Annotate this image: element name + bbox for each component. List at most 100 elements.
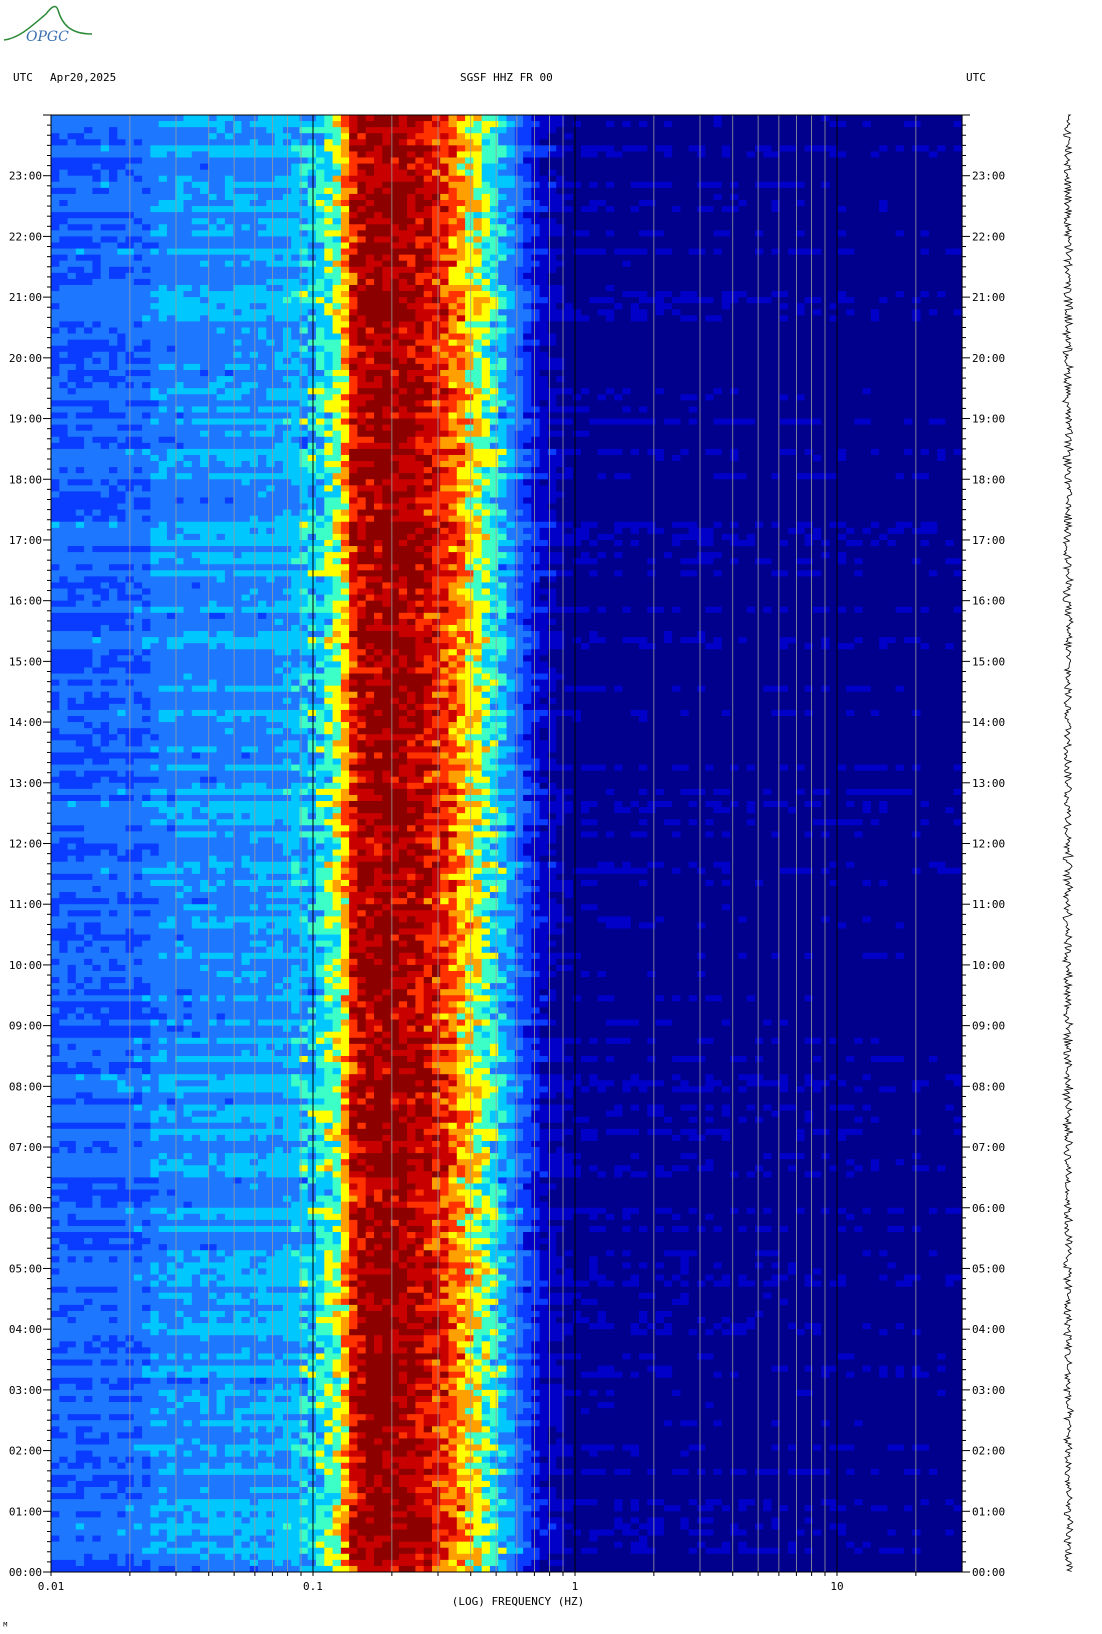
spectrogram-cell: [340, 612, 350, 620]
spectrogram-cell: [390, 424, 425, 432]
spectrogram-cell: [456, 163, 466, 171]
spectrogram-cell: [432, 254, 441, 262]
spectrogram-cell: [51, 922, 69, 929]
spectrogram-cell: [440, 618, 458, 626]
spectrogram-cell: [846, 206, 880, 213]
spectrogram-cell: [589, 406, 623, 413]
spectrogram-cell: [870, 539, 880, 547]
spectrogram-cell: [59, 436, 85, 444]
spectrogram-cell: [432, 461, 441, 468]
spectrogram-cell: [349, 527, 358, 535]
spectrogram-cell: [340, 558, 350, 565]
spectrogram-cell: [523, 345, 541, 353]
spectrogram-cell: [953, 570, 963, 577]
spectrogram-cell: [92, 758, 110, 765]
spectrogram-cell: [730, 193, 739, 201]
spectrogram-cell: [514, 958, 532, 966]
spectrogram-cell: [316, 454, 325, 462]
spectrogram-cell: [216, 855, 242, 863]
spectrogram-cell: [349, 297, 358, 304]
spectrogram-cell: [291, 855, 301, 863]
spectrogram-cell: [340, 187, 359, 195]
spectrogram-cell: [324, 655, 334, 662]
spectrogram-cell: [498, 728, 508, 735]
spectrogram-cell: [481, 722, 491, 729]
spectrogram-cell: [622, 685, 673, 693]
spectrogram-cell: [349, 649, 367, 656]
spectrogram-cell: [67, 382, 77, 389]
spectrogram-cell: [133, 212, 300, 219]
spectrogram-cell: [473, 272, 483, 280]
spectrogram-cell: [887, 801, 922, 808]
spectrogram-cell: [307, 746, 317, 753]
spectrogram-cell: [506, 461, 516, 468]
opgc-logo: OPGC: [3, 5, 93, 45]
spectrogram-cell: [481, 977, 508, 984]
spectrogram-cell: [432, 964, 441, 972]
spectrogram-cell: [589, 606, 599, 614]
spectrogram-cell: [489, 388, 499, 395]
spectrogram-cell: [191, 807, 201, 814]
spectrogram-cell: [307, 309, 317, 316]
spectrogram-cell: [407, 685, 425, 693]
spectrogram-cell: [489, 521, 499, 529]
spectrogram-cell: [879, 533, 889, 541]
spectrogram-cell: [324, 661, 342, 668]
spectrogram-cell: [498, 333, 508, 341]
spectrogram-cell: [92, 722, 102, 729]
spectrogram-cell: [953, 788, 963, 796]
spectrogram-cell: [324, 369, 334, 377]
spectrogram-cell: [879, 819, 922, 826]
spectrogram-cell: [291, 764, 301, 772]
spectrogram-cell: [514, 448, 532, 456]
spectrogram-cell: [374, 169, 408, 177]
spectrogram-cell: [349, 679, 358, 687]
spectrogram-cell: [547, 400, 557, 407]
spectrogram-cell: [324, 406, 342, 413]
spectrogram-cell: [531, 661, 549, 668]
spectrogram-cell: [481, 485, 499, 492]
spectrogram-cell: [481, 849, 491, 857]
spectrogram-cell: [721, 388, 731, 395]
spectrogram-cell: [340, 181, 359, 189]
spectrogram-cell: [465, 212, 474, 219]
spectrogram-cell: [349, 424, 358, 432]
spectrogram-cell: [59, 327, 69, 334]
spectrogram-cell: [117, 248, 135, 256]
spectrogram-cell: [432, 849, 441, 857]
spectrogram-cell: [324, 564, 350, 571]
spectrogram-cell: [407, 709, 416, 717]
spectrogram-cell: [258, 351, 276, 359]
spectrogram-cell: [605, 206, 615, 213]
spectrogram-cell: [266, 922, 276, 929]
spectrogram-cell: [349, 388, 358, 395]
spectrogram-cell: [440, 667, 450, 674]
spectrogram-cell: [282, 843, 301, 850]
spectrogram-cell: [448, 552, 458, 559]
spectrogram-cell: [432, 770, 441, 778]
spectrogram-cell: [928, 448, 938, 456]
spectrogram-cell: [398, 594, 408, 602]
spectrogram-cell: [432, 236, 441, 243]
spectrogram-cell: [489, 206, 499, 213]
spectrogram-cell: [340, 388, 350, 395]
spectrogram-cell: [663, 448, 682, 456]
spectrogram-cell: [481, 199, 491, 207]
spectrogram-cell: [498, 242, 508, 249]
spectrogram-cell: [349, 703, 358, 711]
spectrogram-cell: [920, 867, 938, 875]
spectrogram-cell: [432, 509, 458, 517]
spectrogram-cell: [349, 376, 358, 383]
spectrogram-cell: [249, 886, 259, 893]
spectrogram-cell: [100, 254, 135, 262]
spectrogram-cell: [349, 570, 358, 577]
spectrogram-cell: [556, 576, 963, 583]
spectrogram-cell: [564, 284, 607, 292]
spectrogram-cell: [299, 679, 309, 687]
spectrogram-cell: [100, 509, 127, 517]
spectrogram-cell: [912, 418, 930, 426]
spectrogram-cell: [473, 382, 483, 389]
spectrogram-cell: [307, 600, 317, 608]
spectrogram-cell: [473, 230, 483, 237]
spectrogram-cell: [456, 849, 466, 857]
